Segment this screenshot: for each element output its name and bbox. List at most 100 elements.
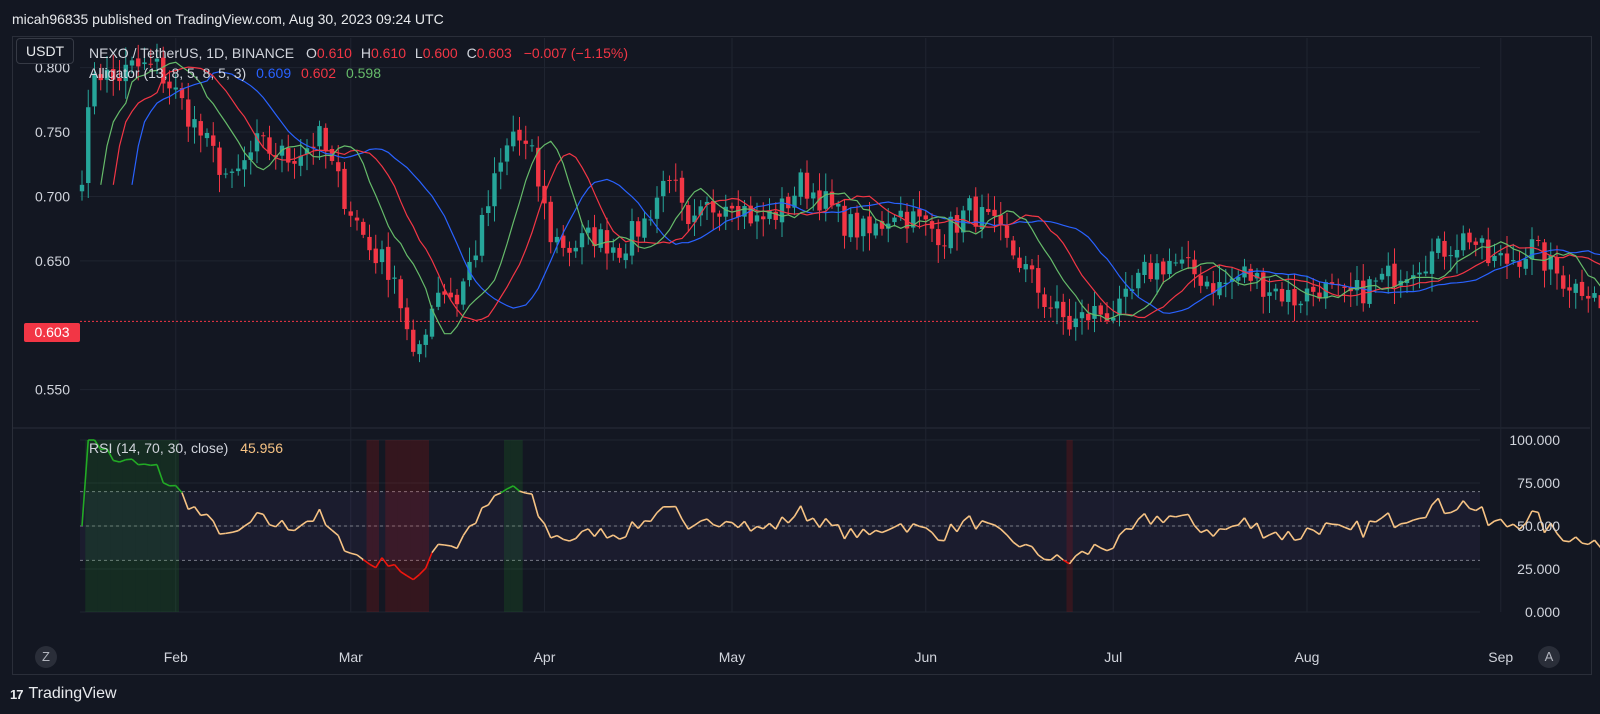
rsi-overbought-zone (141, 440, 148, 612)
rsi-segment (1369, 520, 1376, 523)
candle-body (236, 168, 241, 172)
footer-brand[interactable]: 17 TradingView (10, 683, 117, 705)
candle-body (86, 107, 91, 184)
rsi-segment (781, 516, 789, 524)
rsi-segment (606, 534, 614, 539)
rsi-segment (743, 520, 752, 532)
candle-body (448, 292, 453, 298)
candle-body (898, 210, 903, 217)
currency-button[interactable]: USDT (16, 38, 75, 64)
rsi-segment (1300, 527, 1308, 540)
candle-body (811, 192, 816, 199)
candle-body (617, 247, 622, 258)
candle-body (1273, 288, 1278, 292)
rsi-segment (1575, 536, 1583, 544)
rsi-segment (956, 520, 964, 533)
candle-body (523, 140, 528, 144)
time-tick-label: Feb (164, 649, 188, 665)
rsi-segment (1569, 536, 1577, 543)
rsi-segment (706, 518, 714, 526)
candle-body (1523, 258, 1528, 269)
candle-body (698, 206, 703, 216)
candle-body (1254, 273, 1260, 279)
time-axis: Feb Mar Apr May Jun Jul Aug Sep (164, 649, 1514, 665)
time-tick-label: May (719, 649, 745, 665)
rsi-overbought-zone (110, 440, 117, 612)
candle-body (723, 206, 728, 217)
rsi-oversold-zone (391, 440, 398, 612)
rsi-segment (800, 505, 808, 522)
rsi-segment (619, 536, 627, 540)
rsi-segment (768, 522, 777, 530)
timezone-button[interactable]: Z (35, 646, 57, 668)
rsi-segment (219, 532, 226, 535)
candle-body (154, 58, 160, 62)
candle-body (1179, 259, 1185, 264)
candle-body (367, 236, 372, 251)
candle-body (223, 173, 228, 175)
candle-body (1567, 287, 1572, 291)
rsi-segment (862, 528, 871, 536)
rsi-segment (1531, 510, 1539, 514)
rsi-segment (512, 485, 521, 492)
rsi-segment (1112, 534, 1121, 549)
candle-body (1304, 288, 1310, 302)
rsi-segment (412, 573, 421, 581)
candle-body (1392, 263, 1397, 287)
candle-body (92, 73, 97, 107)
rsi-segment (1400, 521, 1408, 525)
candle-body (773, 211, 778, 220)
candle-body (354, 217, 360, 221)
rsi-segment (656, 506, 664, 514)
candle-body (1417, 272, 1422, 275)
candle-body (636, 221, 641, 237)
candle-body (1436, 238, 1441, 253)
candle-body (1286, 289, 1291, 302)
rsi-segment (825, 517, 833, 527)
candle-body (286, 147, 291, 163)
candle-body (1504, 253, 1510, 264)
candle-body (436, 292, 441, 307)
rsi-segment (450, 545, 458, 550)
candle-body (911, 211, 916, 228)
rsi-segment (456, 535, 464, 549)
candle-body (454, 294, 460, 305)
candle-body (298, 155, 303, 166)
rsi-segment (1081, 550, 1089, 556)
candle-body (1148, 262, 1153, 280)
time-tick-label: Mar (339, 649, 363, 665)
candle-body (1498, 253, 1503, 256)
rsi-overbought-zone (147, 440, 154, 612)
rsi-segment (1462, 500, 1471, 509)
candle-body (1373, 280, 1378, 282)
rsi-segment (1212, 528, 1221, 537)
rsi-segment (737, 520, 746, 529)
candle-body (504, 145, 510, 162)
rsi-oversold-zone (404, 440, 411, 612)
rsi-tick-label: 25.000 (1517, 561, 1560, 577)
candle-body (817, 190, 822, 211)
rsi-segment (718, 520, 727, 528)
candle-body (648, 219, 653, 221)
rsi-segment (700, 518, 708, 522)
auto-scale-button[interactable]: A (1538, 646, 1560, 668)
rsi-segment (1031, 546, 1039, 556)
rsi-segment (1287, 530, 1296, 541)
rsi-segment (1494, 518, 1501, 522)
candle-body (498, 162, 503, 172)
candle-body (667, 179, 672, 181)
candle-body (717, 213, 722, 217)
rsi-segment (1150, 515, 1158, 525)
rsi-segment (388, 563, 395, 567)
legend: NEXO / TetherUS, 1D, BINANCE O0.610 H0.6… (89, 45, 628, 456)
rsi-oversold-zone (397, 440, 404, 612)
candle-body (1048, 307, 1053, 309)
candle-body (273, 155, 278, 158)
alligator-jaw-line (131, 71, 1600, 314)
candle-body (342, 168, 347, 209)
rsi-overbought-zone (91, 440, 98, 612)
rsi-segment (806, 517, 814, 522)
rsi-segment (1037, 554, 1045, 561)
candle-body (186, 99, 191, 127)
